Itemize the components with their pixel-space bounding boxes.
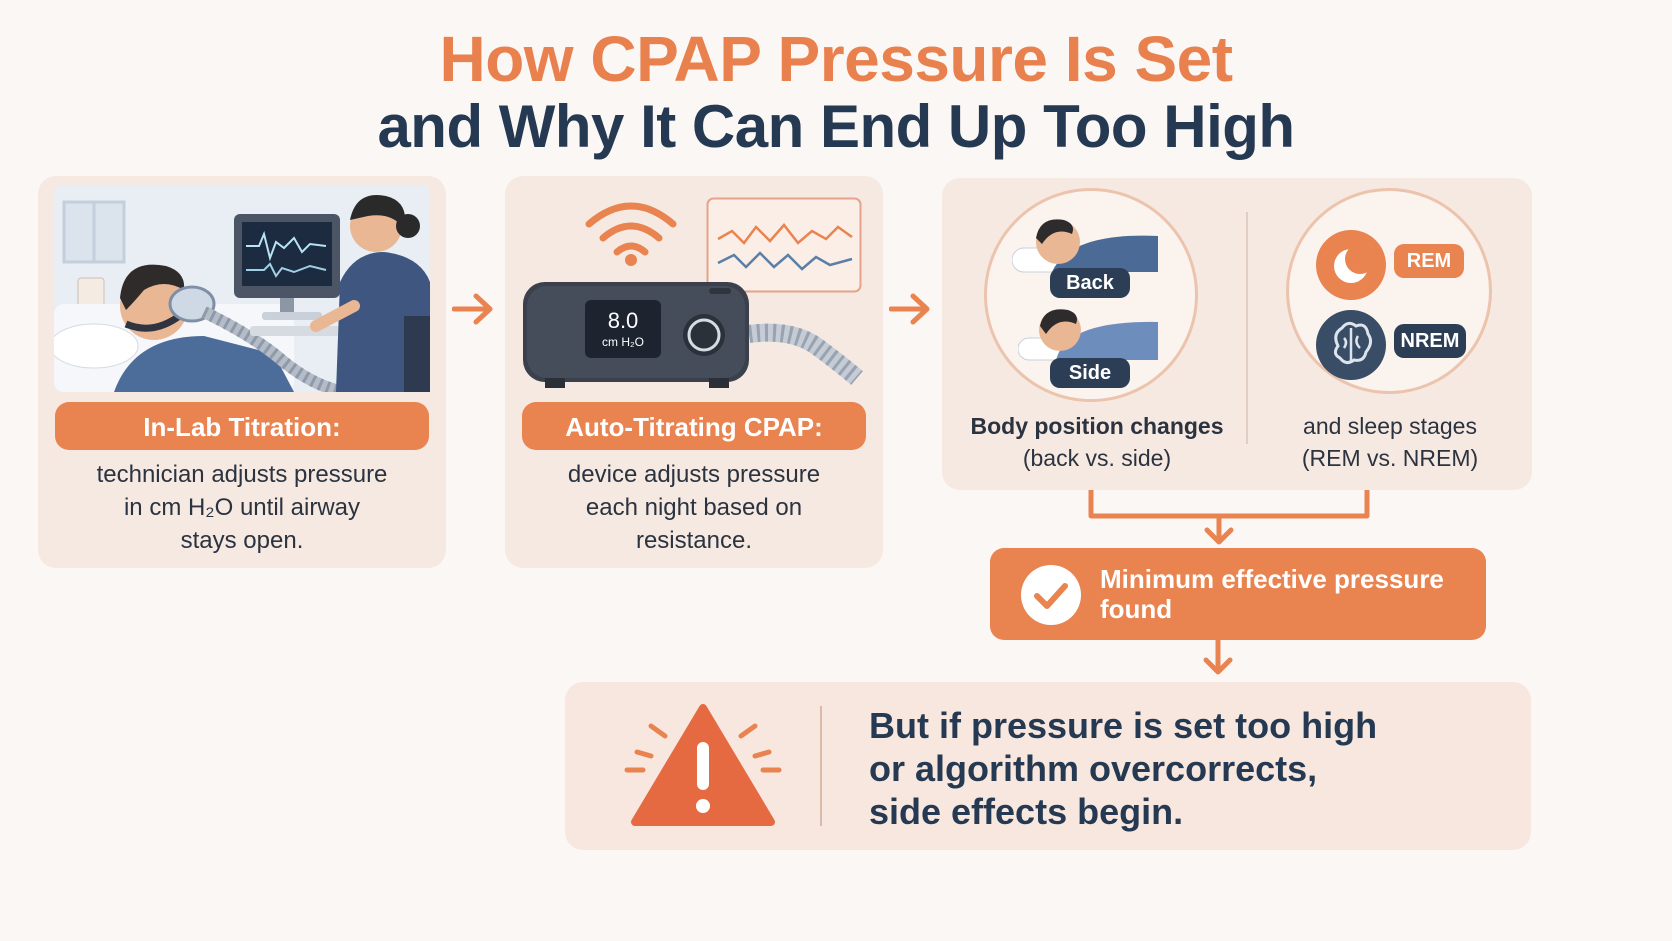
- device-screen: 8.0 cm H₂O: [585, 300, 661, 358]
- title-line-2: and Why It Can End Up Too High: [377, 93, 1295, 160]
- step-description: device adjusts pressure each night based…: [567, 461, 821, 554]
- device-dial-icon: [683, 314, 725, 356]
- arrow-down-icon: [1203, 640, 1233, 675]
- waveform-icon: [706, 197, 862, 293]
- warning-box: But if pressure is set too high or algor…: [565, 682, 1531, 850]
- divider: [1246, 212, 1248, 444]
- step-in-lab-titration-card: In-Lab Titration: technician adjusts pre…: [38, 176, 446, 568]
- result-text: Minimum effective pressure found: [1100, 564, 1444, 624]
- sleeper-side-illustration: [1018, 309, 1158, 361]
- bracket-connector: [1088, 490, 1370, 545]
- factors-card: Back Side Body position changes (back vs…: [942, 178, 1532, 490]
- stage-badge-rem: REM: [1394, 244, 1464, 278]
- warning-divider: [820, 706, 822, 826]
- warning-icon: [624, 704, 782, 826]
- warning-text: But if pressure is set too high or algor…: [869, 705, 1378, 832]
- sleeper-back-illustration: [1012, 219, 1158, 273]
- title-line-1: How CPAP Pressure Is Set: [439, 23, 1233, 95]
- position-caption: Body position changes (back vs. side): [970, 413, 1224, 471]
- result-box: Minimum effective pressure found: [990, 548, 1486, 640]
- wifi-icon: [585, 202, 677, 266]
- screen-pressure-value: 8.0: [607, 308, 639, 333]
- position-badge-back: Back: [1050, 268, 1130, 298]
- step-label-auto-titrating: Auto-Titrating CPAP:: [522, 402, 866, 450]
- brain-icon: [1316, 310, 1386, 380]
- stage-badge-nrem: NREM: [1394, 324, 1466, 358]
- step-description: technician adjusts pressure in cm H₂O un…: [96, 461, 388, 554]
- screen-pressure-unit: cm H₂O: [602, 335, 644, 349]
- stage-caption: and sleep stages (REM vs. NREM): [1301, 413, 1479, 471]
- moon-icon: [1316, 230, 1386, 300]
- step-label-in-lab-titration: In-Lab Titration:: [55, 402, 429, 450]
- checkmark-icon: [1021, 565, 1081, 625]
- arrow-right-icon: [889, 293, 930, 325]
- lab-titration-illustration: [54, 186, 430, 392]
- arrow-right-icon: [452, 293, 493, 325]
- position-badge-side: Side: [1050, 358, 1130, 388]
- step-auto-titrating-card: 8.0 cm H₂O Auto-Titrating CPAP: device a…: [505, 176, 883, 568]
